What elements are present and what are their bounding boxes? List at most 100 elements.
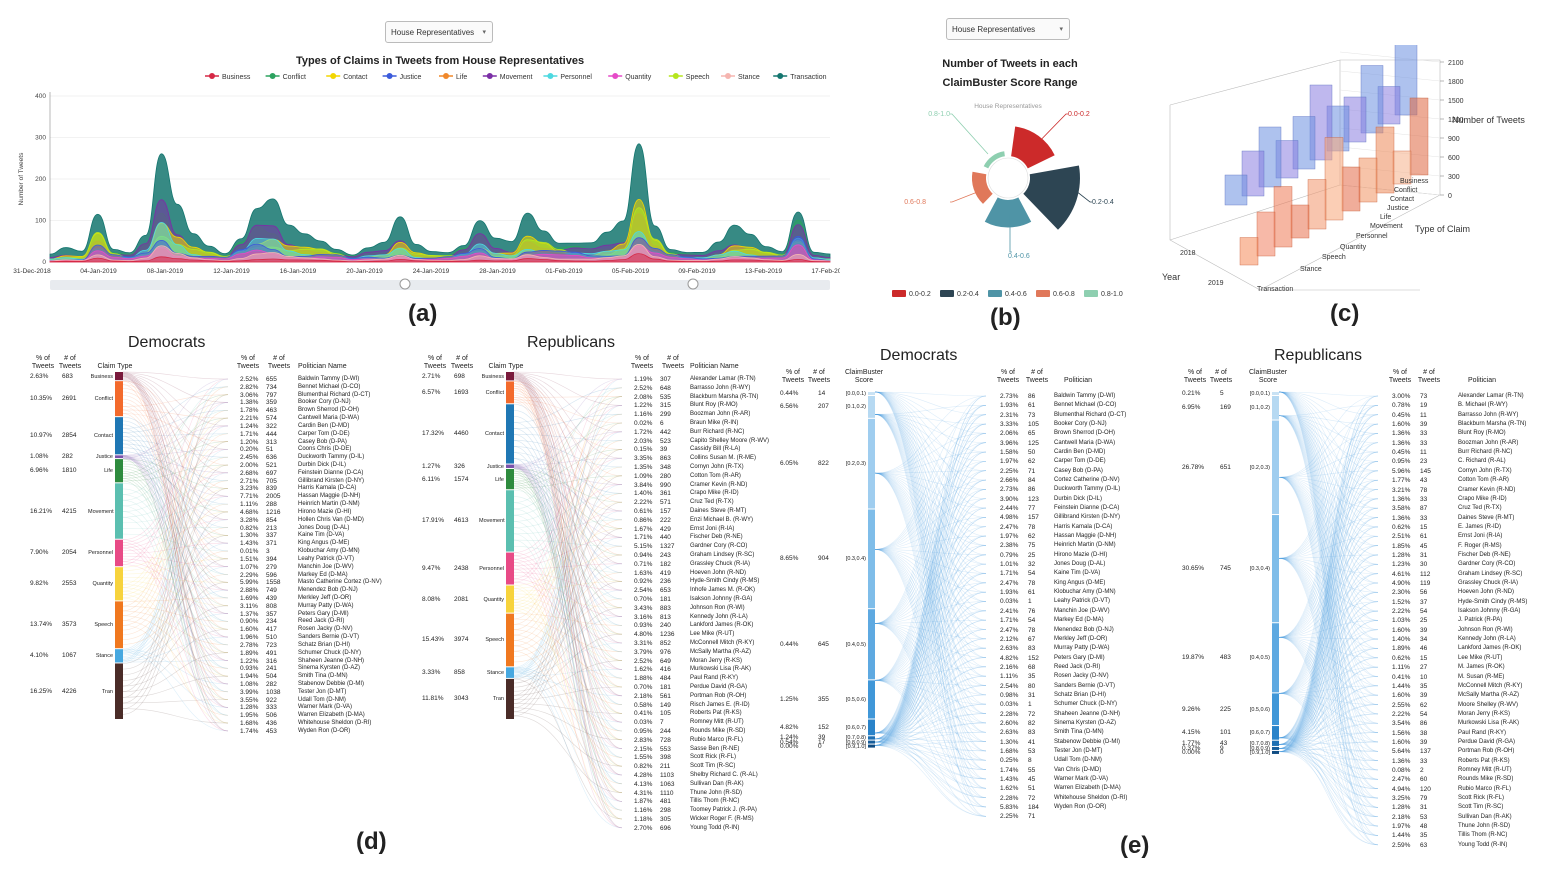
rep-d-pol-name: Barrasso John (R-WY) bbox=[690, 384, 751, 391]
claim-source-dropdown-b[interactable]: House Representatives ▾ bbox=[946, 18, 1070, 40]
rep-e-flow-line bbox=[1278, 601, 1379, 638]
dem-d-flow-line bbox=[122, 456, 229, 497]
dem-e-pol-num: 83 bbox=[1028, 729, 1036, 737]
legend-marker bbox=[725, 73, 731, 79]
legend-label: Movement bbox=[500, 74, 533, 81]
dem-d-flow-line bbox=[122, 379, 229, 591]
dem-d-flow-line bbox=[122, 464, 229, 482]
rep-e-pol-name: B. Michael (R-WY) bbox=[1458, 402, 1508, 409]
dem-d-pol-pct: 1.43% bbox=[240, 540, 259, 548]
rep-e-flow-line bbox=[1278, 610, 1379, 745]
dem-d-flow-line bbox=[122, 455, 229, 638]
rep-e-pol-pct: 2.22% bbox=[1392, 608, 1411, 616]
claim-source-dropdown-a[interactable]: House Representatives ▾ bbox=[385, 21, 493, 43]
dem-e-flow-line bbox=[874, 675, 987, 734]
rep-e-pol-pct: 3.00% bbox=[1392, 393, 1411, 400]
dem-e-flow-line bbox=[874, 442, 987, 740]
rep-e-pol-num: 112 bbox=[1420, 570, 1431, 578]
dem-d-flow-line bbox=[122, 406, 229, 630]
dem-e-flow-line bbox=[874, 414, 987, 474]
dem-d-flow-line bbox=[122, 660, 229, 663]
dem-e-score-pct: 0.44% bbox=[780, 640, 799, 648]
rep-d-pol-num: 280 bbox=[660, 472, 671, 480]
rep-d-flow-line bbox=[513, 440, 623, 631]
rep-d-pol-pct: 2.15% bbox=[634, 745, 653, 753]
rep-e-score-label: [0.5,0.6) bbox=[1249, 706, 1270, 713]
dem-d-flow-line bbox=[122, 503, 229, 631]
legend-label: Stance bbox=[738, 74, 760, 81]
dem-d-flow-line bbox=[122, 388, 229, 513]
rep-d-flow-line bbox=[513, 581, 623, 684]
dem-d-flow-line bbox=[122, 494, 229, 622]
y-tick-label: 200 bbox=[35, 176, 46, 183]
rep-d-flow-line bbox=[513, 537, 623, 567]
rep-e-flow-line bbox=[1278, 629, 1379, 753]
rep-d-pol-name: Cruz Ted (R-TX) bbox=[690, 499, 734, 506]
dem-e-flow-line bbox=[874, 549, 987, 761]
dem-d-flow-line bbox=[122, 615, 229, 669]
rep-d-pol-pct: 2.22% bbox=[634, 499, 653, 507]
rep-e-flow-line bbox=[1278, 442, 1379, 745]
dem-d-pol-name: Wyden Ron (D-OR) bbox=[298, 727, 351, 734]
rep-d-pol-pct: 2.70% bbox=[634, 824, 653, 832]
dem-title-e: Democrats bbox=[880, 347, 958, 364]
dem-e-flow-line bbox=[874, 472, 987, 546]
dem-e-flow-line bbox=[874, 623, 987, 733]
rep-e-flow-line bbox=[1278, 405, 1379, 559]
rep-e-pol-name: Gardner Cory (R-CO) bbox=[1458, 561, 1516, 568]
dem-d-flow-line bbox=[122, 464, 229, 704]
rep-e-flow-line bbox=[1278, 476, 1379, 827]
rep-e-flow-line bbox=[1278, 391, 1379, 696]
dem-d-pol-name: Gillibrand Kirsten (D-NY) bbox=[298, 477, 365, 484]
dem-e-pol-name: Warren Elizabeth (D-MA) bbox=[1054, 785, 1121, 792]
dem-d-pol-pct: 1.38% bbox=[240, 399, 259, 407]
dem-d-flow-line bbox=[122, 384, 229, 724]
dem-d-claim-label: Quantity bbox=[92, 581, 113, 588]
dem-d-pol-num: 241 bbox=[266, 665, 277, 673]
dem-d-pol-pct: 1.08% bbox=[240, 680, 259, 688]
rep-d-flow-line bbox=[513, 554, 623, 589]
rep-d-flow-line bbox=[513, 468, 623, 644]
category-label: Personnel bbox=[1356, 233, 1388, 240]
rep-d-pol-pct: 0.71% bbox=[634, 560, 653, 568]
rep-d-flow-line bbox=[513, 470, 623, 529]
rep-d-pol-num: 863 bbox=[660, 455, 671, 463]
dem-e-score-label: [0.4,0.5) bbox=[845, 641, 866, 648]
rep-e-flow-line bbox=[1278, 451, 1379, 478]
dem-e-pol-num: 86 bbox=[1028, 486, 1036, 494]
rep-d-flow-line bbox=[513, 422, 623, 485]
rep-e-flow-line bbox=[1278, 415, 1379, 556]
rep-d-flow-line bbox=[513, 387, 623, 556]
dem-d-claim-pct: 7.90% bbox=[30, 549, 49, 557]
rep-d-pol-name: Alexander Lamar (R-TN) bbox=[690, 376, 756, 382]
z-tick-label: 300 bbox=[1448, 174, 1460, 181]
dem-e-flow-line bbox=[874, 685, 987, 746]
dem-e-pol-num: 1 bbox=[1028, 701, 1032, 709]
dem-e-score-label: [0.7,0.8) bbox=[845, 735, 866, 742]
category-label: Contact bbox=[1390, 196, 1414, 203]
chevron-down-icon: ▾ bbox=[1059, 26, 1063, 33]
rep-d-claim-pct: 9.47% bbox=[422, 565, 441, 573]
dem-d-flow-line bbox=[122, 416, 229, 552]
rep-d-pol-pct: 0.86% bbox=[634, 516, 653, 524]
rep-e-flow-line bbox=[1278, 648, 1379, 753]
rep-d-flow-line bbox=[513, 563, 623, 570]
dem-e-flow-line bbox=[874, 535, 987, 740]
rep-e-score-pct: 19.87% bbox=[1182, 654, 1205, 662]
dem-e-flow-line bbox=[874, 549, 987, 649]
dem-d-pol-num: 417 bbox=[266, 626, 277, 634]
dem-d-claim-segment bbox=[115, 459, 123, 483]
dem-e-flow-line bbox=[874, 563, 987, 624]
rep-d-flow-line bbox=[513, 521, 623, 732]
rep-e-flow-line bbox=[1278, 737, 1379, 846]
dem-e-flow-line bbox=[874, 472, 987, 770]
dem-d-claim-num: 2691 bbox=[62, 395, 77, 403]
rep-e-pol-num: 43 bbox=[1420, 477, 1428, 485]
rep-d-flow-line bbox=[513, 465, 623, 485]
dem-e-flow-line bbox=[874, 629, 987, 740]
rep-e-pol-name: Rounds Mike (R-SD) bbox=[1458, 776, 1514, 783]
dem-e-flow-line bbox=[874, 601, 987, 624]
rep-e-pol-pct: 1.60% bbox=[1392, 738, 1411, 746]
dem-d-flow-line bbox=[122, 488, 229, 599]
rep-d-hdr-pol: Politician Name bbox=[690, 363, 739, 370]
